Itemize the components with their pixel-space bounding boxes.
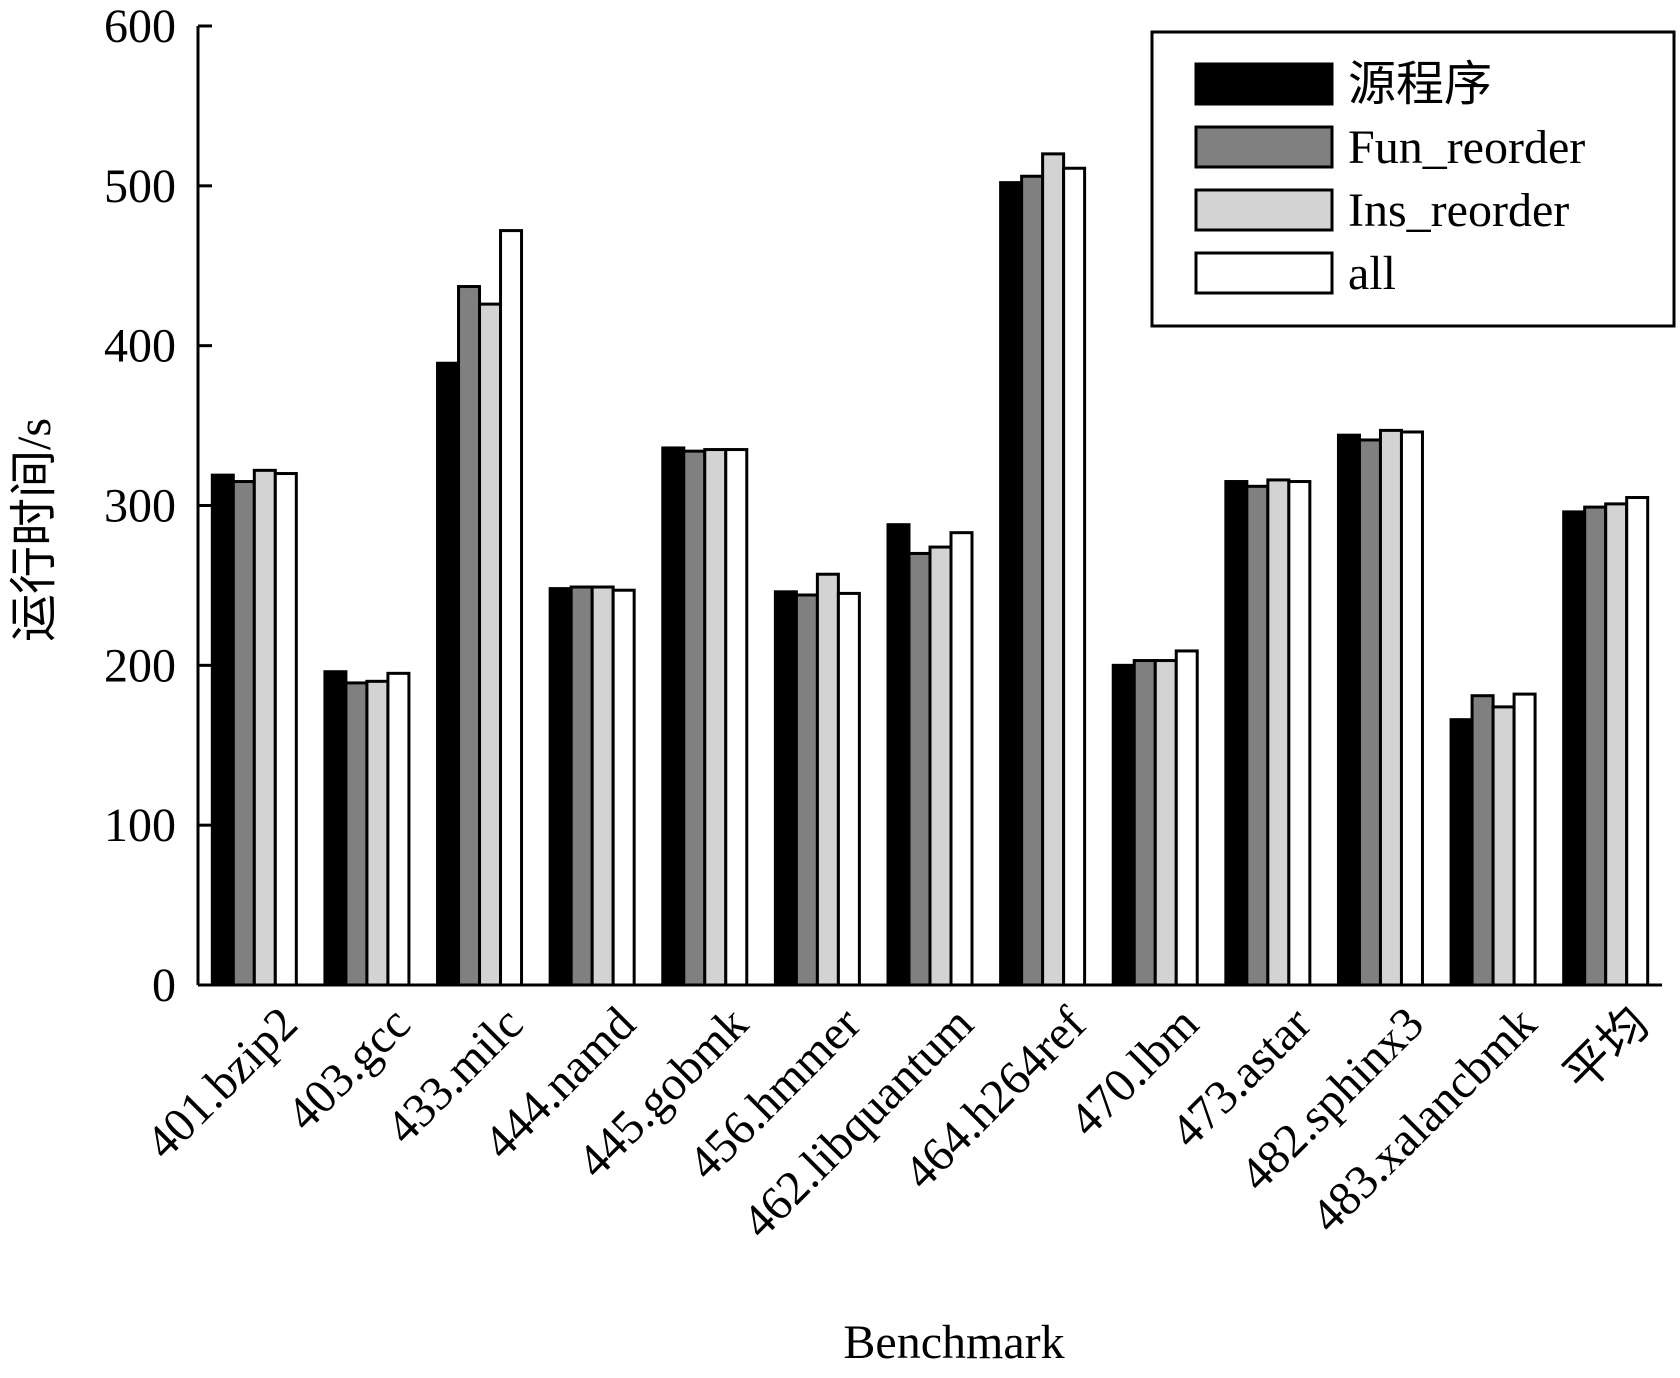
bar-5-3 — [836, 591, 861, 987]
bar-9-1 — [1245, 484, 1270, 987]
bar-2-1 — [457, 285, 482, 987]
bar-5-2 — [815, 572, 840, 987]
bar-8-0 — [1111, 663, 1136, 987]
legend-swatch-1 — [1194, 125, 1334, 169]
bar-4-0 — [661, 446, 686, 987]
legend-swatch-3 — [1194, 251, 1334, 295]
bar-6-0 — [886, 523, 911, 987]
bar-1-1 — [344, 681, 369, 987]
bar-8-2 — [1153, 659, 1178, 987]
bar-5-1 — [794, 593, 819, 987]
bar-7-2 — [1041, 152, 1066, 987]
x-tick-label-12: 平均 — [1554, 997, 1659, 1102]
x-axis-title: Benchmark — [843, 1316, 1064, 1369]
bar-1-2 — [365, 679, 390, 987]
x-tick-labels: 401.bzip2403.gcc433.milc444.namd445.gobm… — [136, 997, 1660, 1248]
bar-7-3 — [1062, 166, 1087, 987]
x-tick-label-0: 401.bzip2 — [136, 997, 308, 1169]
legend-label-0: 源程序 — [1348, 58, 1492, 111]
bar-6-2 — [928, 545, 953, 987]
bar-4-2 — [703, 448, 728, 987]
bar-12-0 — [1562, 510, 1587, 987]
y-tick-labels: 0 100 200 300 400 500 600 — [104, 0, 176, 1012]
bar-3-3 — [611, 588, 636, 987]
bar-0-1 — [231, 480, 256, 987]
bar-11-2 — [1491, 705, 1516, 987]
bar-1-0 — [323, 670, 348, 987]
axes-layer — [196, 24, 1662, 987]
bar-9-0 — [1224, 480, 1249, 987]
bar-9-2 — [1266, 478, 1291, 987]
bar-10-0 — [1336, 433, 1361, 987]
bar-12-3 — [1625, 496, 1650, 987]
bar-11-1 — [1470, 694, 1495, 987]
legend-label-1: Fun_reorder — [1348, 121, 1585, 174]
legend-label-3: all — [1348, 247, 1396, 300]
bar-8-1 — [1132, 659, 1157, 987]
y-tick-label-1: 100 — [104, 799, 176, 852]
bar-4-1 — [682, 449, 707, 987]
y-tick-label-0: 0 — [152, 959, 176, 1012]
legend-label-2: Ins_reorder — [1348, 184, 1569, 237]
y-tick-label-6: 600 — [104, 0, 176, 53]
y-tick-label-3: 300 — [104, 480, 176, 533]
bar-7-0 — [999, 181, 1024, 987]
legend-swatch-0 — [1194, 62, 1334, 106]
bar-2-3 — [499, 229, 524, 987]
bar-8-3 — [1174, 649, 1199, 987]
bar-6-3 — [949, 531, 974, 987]
bar-11-0 — [1449, 718, 1474, 987]
bar-11-3 — [1512, 692, 1537, 987]
bar-0-2 — [252, 468, 277, 987]
y-tick-label-5: 500 — [104, 160, 176, 213]
bar-2-2 — [478, 302, 503, 987]
bar-5-0 — [773, 590, 798, 987]
bar-3-1 — [569, 585, 594, 987]
legend-swatch-2 — [1194, 188, 1334, 232]
y-tick-label-2: 200 — [104, 639, 176, 692]
bar-0-3 — [273, 472, 298, 987]
bar-10-1 — [1357, 438, 1382, 987]
bar-1-3 — [386, 671, 411, 987]
bar-7-1 — [1020, 174, 1045, 987]
bar-3-0 — [548, 587, 573, 987]
y-tick-label-4: 400 — [104, 320, 176, 373]
bar-10-2 — [1378, 428, 1403, 987]
y-axis-title: 运行时间/s — [8, 418, 61, 642]
bar-12-2 — [1604, 502, 1629, 987]
bar-6-1 — [907, 551, 932, 987]
bar-3-2 — [590, 585, 615, 987]
bar-9-3 — [1287, 480, 1312, 987]
bar-10-3 — [1399, 430, 1424, 987]
bar-2-0 — [436, 361, 461, 987]
bar-12-1 — [1583, 505, 1608, 987]
bar-0-0 — [210, 473, 235, 987]
bar-4-3 — [724, 448, 749, 987]
